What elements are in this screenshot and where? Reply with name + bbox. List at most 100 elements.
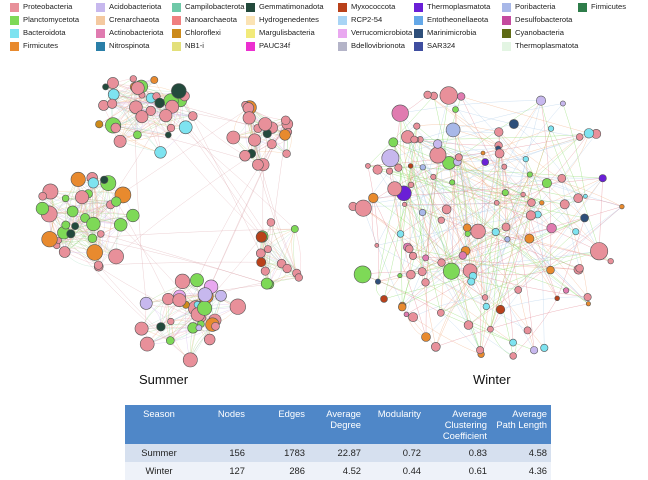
network-node — [353, 265, 372, 284]
network-edge — [540, 100, 579, 199]
legend-item: Actinobacteriota — [96, 28, 163, 38]
network-edge — [268, 228, 296, 285]
legend-swatch — [502, 15, 511, 25]
network-node — [172, 293, 187, 307]
network-node — [480, 150, 486, 156]
network-edge — [529, 174, 623, 207]
network-node — [417, 267, 427, 277]
network-edge — [150, 110, 263, 237]
legend-item: Firmicutes — [10, 41, 58, 51]
legend-label: Nitrospinota — [109, 41, 150, 50]
network-node — [381, 149, 400, 168]
network-node — [410, 135, 419, 144]
network-node — [467, 277, 476, 286]
legend-swatch — [502, 28, 511, 38]
legend-label: Campilobacterota — [185, 2, 245, 11]
network-edge — [254, 139, 297, 274]
network-node — [281, 115, 291, 126]
network-node — [457, 92, 466, 101]
network-node — [134, 321, 149, 336]
network-node — [354, 199, 372, 217]
header-average-degree: Average Degree — [309, 405, 365, 444]
network-node — [403, 311, 410, 317]
network-edge — [393, 142, 491, 330]
network-node — [154, 146, 167, 159]
legend-item: SAR324 — [414, 41, 455, 51]
legend-swatch — [96, 41, 105, 51]
network-node — [166, 123, 176, 133]
network-node — [107, 98, 118, 109]
network-node — [258, 117, 273, 131]
legend-swatch — [172, 28, 181, 38]
network-edge — [399, 113, 437, 347]
network-node — [476, 346, 485, 355]
network-node — [433, 139, 443, 149]
network-node — [239, 149, 251, 162]
header-clustering: Average Clustering Coefficient — [425, 405, 491, 444]
cell-edges: 286 — [249, 462, 309, 480]
network-node — [252, 159, 264, 171]
network-edge — [402, 217, 585, 306]
legend-label: Chloroflexi — [185, 28, 221, 37]
network-edge — [393, 142, 442, 313]
network-node — [368, 192, 379, 204]
network-edge — [399, 113, 403, 308]
network-edge — [490, 215, 532, 330]
network-edge — [541, 202, 576, 232]
network-node — [171, 83, 187, 99]
network-node — [501, 163, 508, 170]
legend-item: Acidobacteriota — [96, 2, 161, 12]
network-node — [178, 120, 193, 135]
network-edge — [421, 212, 424, 272]
legend-swatch — [10, 2, 19, 12]
network-node — [66, 205, 79, 218]
legend-item: Hydrogenedentes — [246, 15, 319, 25]
network-node — [501, 222, 511, 232]
network-edge — [367, 165, 379, 282]
network-node — [454, 153, 463, 162]
legend-swatch — [10, 41, 19, 51]
network-edge — [433, 176, 532, 203]
network-edge — [99, 123, 169, 136]
legend-label: Margulisbacteria — [259, 28, 315, 37]
network-edge — [461, 96, 531, 175]
winter-network — [348, 86, 625, 360]
legend-item: Bdellovibrionota — [338, 41, 405, 51]
network-edge — [422, 233, 468, 272]
cell-season: Summer — [125, 444, 193, 462]
network-edge — [412, 316, 482, 355]
network-node — [248, 133, 262, 147]
legend-item: Crenarchaeota — [96, 15, 159, 25]
network-node — [242, 111, 256, 125]
network-edge — [266, 124, 288, 284]
network-node — [197, 287, 213, 302]
network-edge — [98, 261, 262, 266]
legend-item: Chloroflexi — [172, 28, 221, 38]
network-node — [585, 301, 591, 307]
network-node — [540, 343, 549, 352]
legend-label: Proteobacteria — [23, 2, 73, 11]
legend-item: Nitrospinota — [96, 41, 150, 51]
network-node — [397, 273, 403, 279]
network-edge — [400, 100, 542, 114]
network-edge — [480, 202, 532, 355]
network-edge — [410, 165, 603, 179]
network-node — [266, 218, 276, 227]
network-node — [493, 200, 500, 206]
network-node — [388, 137, 399, 148]
network-node — [61, 194, 70, 203]
network-edge — [507, 133, 597, 240]
network-node — [495, 304, 506, 315]
network-node — [539, 200, 545, 206]
network-node — [93, 260, 103, 270]
network-node — [98, 100, 109, 111]
network-edge — [461, 96, 589, 134]
network-node — [430, 341, 441, 352]
network-node — [449, 179, 456, 186]
legend-label: Bdellovibrionota — [351, 41, 406, 50]
network-node — [407, 163, 414, 169]
network-node — [541, 178, 552, 189]
network-edge — [486, 198, 579, 307]
network-node — [406, 269, 416, 280]
network-edge — [484, 194, 524, 298]
